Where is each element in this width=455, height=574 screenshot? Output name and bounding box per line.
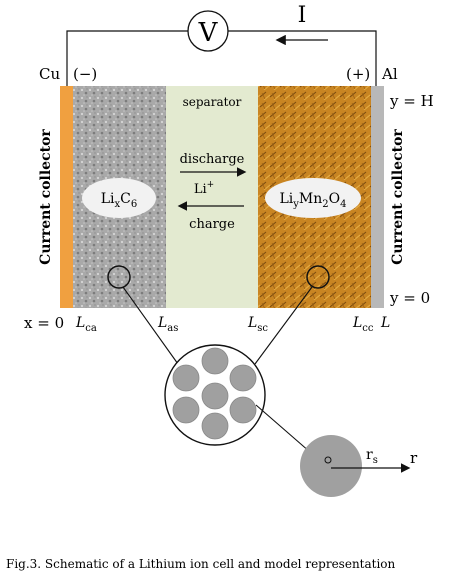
particle-zoom-line [255,404,311,453]
right-metal-label: Al [381,65,398,83]
boundary-label: L [380,315,390,331]
x-zero-label: x = 0 [24,314,64,332]
external-circuit-wire-right [228,30,377,86]
external-circuit-wire [66,30,188,86]
boundary-labels: Lca Las Lsc Lcc L [75,315,390,334]
particle [201,382,229,410]
lithium-ion-label: Li+ [194,180,214,197]
particle-radius-label: rs [366,447,378,466]
cathode-zoom-circle [306,265,330,289]
particle [229,396,257,424]
left-metal-label: Cu [39,65,60,83]
zoom-line-right [254,286,313,365]
current-label: I [298,3,307,28]
right-polarity-label: (+) [346,65,370,83]
anode-zoom-circle [107,265,131,289]
figure-caption: Fig.3. Schematic of a Lithium ion cell a… [6,557,396,571]
separator-label: separator [183,95,242,109]
particle-center [324,456,332,464]
particle [172,396,200,424]
left-polarity-label: (−) [73,65,97,83]
charge-label: charge [189,217,235,232]
single-particle [300,435,362,497]
anode-material-bubble [82,178,156,218]
right-collector-label: Current collector [390,129,406,265]
aluminum-current-collector [371,86,384,308]
cathode-material-bubble [265,178,361,218]
boundary-label: Lcc [352,315,374,334]
voltmeter-label: V [198,18,219,48]
copper-current-collector [60,86,73,308]
left-collector-label: Current collector [38,129,54,265]
boundary-label: Lsc [247,315,268,334]
boundary-label: Lca [75,315,97,334]
particle [229,364,257,392]
anode-material-label: LixC6 [101,191,138,210]
voltmeter [187,10,229,52]
discharge-label: discharge [180,152,245,167]
zoom-line-left [122,286,179,365]
y-top-label: y = H [389,92,434,110]
boundary-label: Las [157,315,178,334]
y-bottom-label: y = 0 [389,289,430,307]
particle [172,364,200,392]
particle [201,412,229,440]
radial-axis-label: r [410,449,418,467]
particle [201,347,229,375]
separator-region [166,86,258,308]
cathode-material-label: LiyMn2O4 [279,191,346,210]
